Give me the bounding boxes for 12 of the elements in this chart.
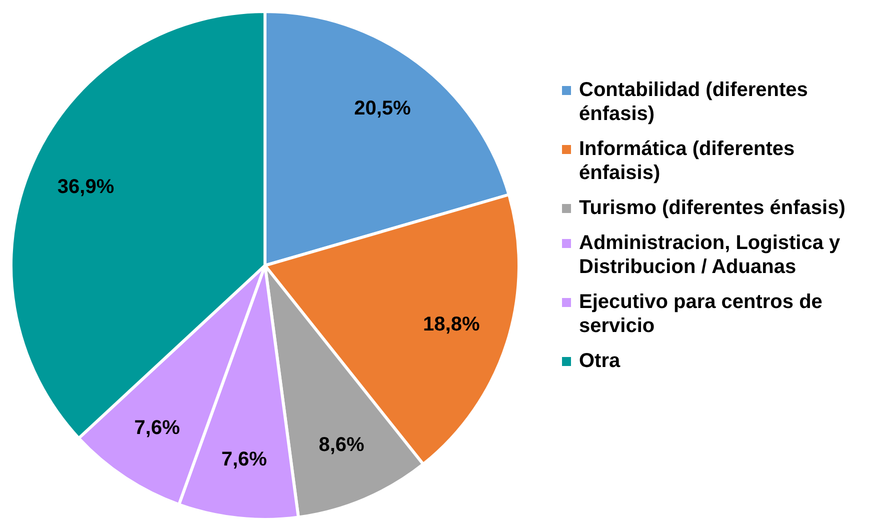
legend-label: Administracion, Logistica y Distribucion / Aduanas <box>579 231 842 279</box>
data-label: 8,6% <box>318 434 365 456</box>
legend-label: Contabilidad (diferentes énfasis) <box>579 78 809 126</box>
data-label: 7,6% <box>221 448 268 470</box>
legend-label: Turismo (diferentes énfasis) <box>579 196 846 220</box>
legend-label: Informática (diferentes énfaisis) <box>579 137 796 185</box>
data-label: 20,5% <box>354 98 411 120</box>
legend-label: Otra <box>579 349 620 373</box>
data-label: 18,8% <box>423 313 480 336</box>
data-label: 7,6% <box>134 417 180 440</box>
legend-label: Ejecutivo para centros de servicio <box>579 290 824 338</box>
data-label: 36,9% <box>57 176 114 198</box>
